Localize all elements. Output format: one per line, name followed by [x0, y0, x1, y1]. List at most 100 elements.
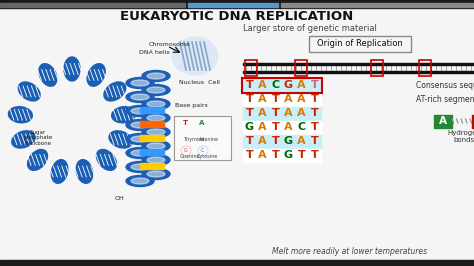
Bar: [243, 121, 321, 134]
Ellipse shape: [112, 107, 136, 123]
Ellipse shape: [147, 87, 165, 93]
Ellipse shape: [142, 70, 170, 81]
FancyBboxPatch shape: [174, 116, 231, 160]
Text: Melt more readily at lower temperatures: Melt more readily at lower temperatures: [273, 247, 428, 256]
Text: T: T: [310, 136, 319, 146]
Bar: [243, 93, 321, 106]
Text: Sugar
phosphate
backbone: Sugar phosphate backbone: [23, 130, 53, 146]
Ellipse shape: [131, 108, 149, 114]
Text: A: A: [439, 116, 447, 126]
Text: A: A: [297, 136, 306, 146]
Ellipse shape: [27, 149, 47, 170]
Ellipse shape: [51, 160, 68, 183]
Ellipse shape: [142, 98, 170, 110]
Text: C: C: [272, 80, 280, 90]
Text: Chromosome: Chromosome: [149, 42, 191, 47]
Text: Guanine: Guanine: [180, 154, 201, 159]
Bar: [281, 3, 474, 7]
Text: A: A: [258, 150, 267, 160]
Text: G: G: [184, 148, 188, 153]
Ellipse shape: [147, 129, 165, 135]
Bar: [188, 3, 278, 7]
Bar: [0, 3, 185, 7]
Text: A: A: [284, 108, 293, 118]
Ellipse shape: [126, 77, 154, 89]
Text: DNA helix: DNA helix: [139, 50, 171, 55]
Text: Base pairs: Base pairs: [175, 103, 208, 109]
Text: T: T: [246, 80, 254, 90]
Ellipse shape: [9, 107, 32, 123]
Text: T: T: [310, 150, 319, 160]
Text: A: A: [297, 108, 306, 118]
Ellipse shape: [131, 136, 149, 142]
Ellipse shape: [131, 150, 149, 156]
Bar: [0, 0, 474, 8]
Ellipse shape: [126, 119, 154, 131]
Text: A: A: [297, 94, 306, 104]
Text: T: T: [272, 136, 279, 146]
Ellipse shape: [131, 164, 149, 170]
Bar: [243, 71, 474, 73]
Ellipse shape: [147, 101, 165, 107]
Text: T: T: [246, 136, 254, 146]
Ellipse shape: [126, 176, 154, 186]
Ellipse shape: [147, 115, 165, 121]
Text: T: T: [272, 108, 279, 118]
Bar: [295, 60, 307, 76]
Ellipse shape: [172, 37, 218, 75]
Text: Thymine: Thymine: [183, 137, 204, 142]
Ellipse shape: [76, 160, 93, 183]
Ellipse shape: [147, 157, 165, 163]
Ellipse shape: [147, 171, 165, 177]
Bar: [245, 60, 257, 76]
Ellipse shape: [131, 178, 149, 184]
Text: T: T: [298, 150, 305, 160]
Text: Larger store of genetic material: Larger store of genetic material: [243, 24, 377, 33]
Ellipse shape: [142, 155, 170, 165]
Bar: [243, 63, 474, 65]
Text: A: A: [258, 94, 267, 104]
Bar: [243, 149, 321, 162]
Ellipse shape: [131, 94, 149, 100]
Bar: [140, 121, 164, 127]
Text: Cytosine: Cytosine: [197, 154, 218, 159]
Text: T: T: [246, 94, 254, 104]
FancyBboxPatch shape: [309, 36, 411, 52]
Bar: [243, 107, 321, 120]
Ellipse shape: [131, 122, 149, 128]
Text: EUKARYOTIC DNA REPLICATION: EUKARYOTIC DNA REPLICATION: [120, 10, 354, 23]
Text: A: A: [258, 136, 267, 146]
Bar: [0, 260, 474, 266]
Bar: [472, 114, 474, 127]
Text: T: T: [183, 120, 188, 126]
Text: T: T: [310, 94, 319, 104]
Text: Consensus sequence: Consensus sequence: [416, 81, 474, 90]
Text: C: C: [298, 122, 306, 132]
Ellipse shape: [104, 82, 126, 101]
Ellipse shape: [12, 131, 35, 148]
Text: A: A: [284, 94, 293, 104]
Ellipse shape: [131, 80, 149, 86]
Bar: [140, 135, 164, 141]
Ellipse shape: [142, 140, 170, 152]
Text: A: A: [284, 122, 293, 132]
Text: T: T: [310, 80, 319, 90]
Text: T: T: [246, 150, 254, 160]
Text: T: T: [272, 94, 279, 104]
Text: T: T: [272, 122, 279, 132]
Text: OH: OH: [115, 197, 125, 202]
Text: A: A: [258, 108, 267, 118]
Ellipse shape: [147, 143, 165, 149]
Ellipse shape: [109, 131, 132, 148]
Ellipse shape: [126, 92, 154, 102]
Ellipse shape: [142, 168, 170, 180]
Ellipse shape: [87, 64, 105, 86]
Text: A: A: [258, 80, 267, 90]
Bar: [242, 78, 322, 93]
Ellipse shape: [39, 64, 57, 86]
Text: A: A: [297, 80, 306, 90]
Ellipse shape: [142, 85, 170, 95]
Ellipse shape: [142, 127, 170, 138]
Ellipse shape: [126, 148, 154, 159]
Ellipse shape: [64, 57, 80, 81]
